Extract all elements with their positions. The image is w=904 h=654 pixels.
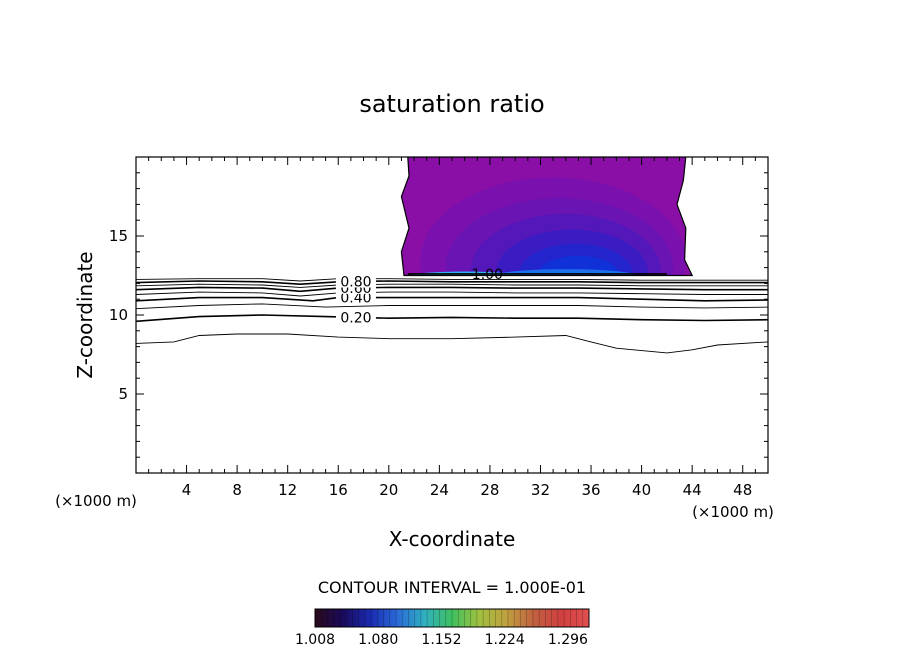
contour-line-1 xyxy=(136,314,768,323)
contour-label-bg-3 xyxy=(335,290,376,304)
z-unit-label: (×1000 m) xyxy=(55,492,137,510)
y-axis-label: Z-coordinate xyxy=(73,251,97,378)
colorbar-label-1: 1.080 xyxy=(358,632,398,648)
x-axis-label: X-coordinate xyxy=(389,527,516,551)
supersaturation-shading xyxy=(400,157,694,277)
x-tick-label-40: 40 xyxy=(632,481,651,499)
contour-line-2 xyxy=(136,303,768,310)
contour-label-bg-1 xyxy=(335,310,376,324)
chart-title: saturation ratio xyxy=(359,90,544,118)
contour-line-8 xyxy=(136,278,768,282)
x-tick-label-8: 8 xyxy=(232,481,242,499)
y-tick-label-15: 15 xyxy=(109,227,128,245)
x-tick-label-20: 20 xyxy=(379,481,398,499)
contour-lines xyxy=(136,273,768,354)
x-tick-label-44: 44 xyxy=(683,481,702,499)
contour-labels: 0.200.400.600.80 1.00 xyxy=(335,267,503,326)
x-tick-label-36: 36 xyxy=(581,481,600,499)
colorbar-label-0: 1.008 xyxy=(295,632,335,648)
colorbar-gradient xyxy=(315,609,589,627)
contour-line-3 xyxy=(136,296,768,302)
contour-label-1: 0.20 xyxy=(340,310,371,326)
contour-label-bg-7 xyxy=(335,274,376,288)
x-tick-label-4: 4 xyxy=(182,481,192,499)
contour-line-6 xyxy=(136,283,768,288)
contour-line-0 xyxy=(136,333,768,354)
colorbar-labels: 1.008 1.080 1.152 1.224 1.296 xyxy=(295,632,588,648)
contour-label-3: 0.40 xyxy=(340,291,371,307)
contour-label-9: 1.00 xyxy=(472,267,503,283)
x-tick-label-32: 32 xyxy=(531,481,550,499)
contour-interval-text: CONTOUR INTERVAL = 1.000E-01 xyxy=(318,578,586,597)
colorbar-label-2: 1.152 xyxy=(421,632,461,648)
x-tick-label-28: 28 xyxy=(480,481,499,499)
contour-label-7: 0.80 xyxy=(340,275,371,291)
x-tick-label-48: 48 xyxy=(733,481,752,499)
colorbar-frame xyxy=(314,608,590,628)
x-unit-label: (×1000 m) xyxy=(692,503,774,521)
contour-line-4 xyxy=(136,291,768,297)
x-tick-label-16: 16 xyxy=(329,481,348,499)
colorbar-label-3: 1.224 xyxy=(485,632,525,648)
plot-area: 0.200.400.600.80 1.00 4 8 12 16 20 24 28 32 36 40 4… xyxy=(109,156,769,499)
colorbar-segments xyxy=(320,609,584,627)
shade-outline xyxy=(400,157,694,277)
y-tick-label-10: 10 xyxy=(109,306,128,324)
contour-line-5 xyxy=(136,286,768,293)
x-tick-label-12: 12 xyxy=(278,481,297,499)
x-tick-label-24: 24 xyxy=(430,481,449,499)
y-tick-label-5: 5 xyxy=(118,385,128,403)
axis-ticks xyxy=(136,157,768,473)
colorbar: 1.008 1.080 1.152 1.224 1.296 xyxy=(295,608,590,648)
contour-line-7 xyxy=(136,280,768,286)
colorbar-label-4: 1.296 xyxy=(548,632,588,648)
